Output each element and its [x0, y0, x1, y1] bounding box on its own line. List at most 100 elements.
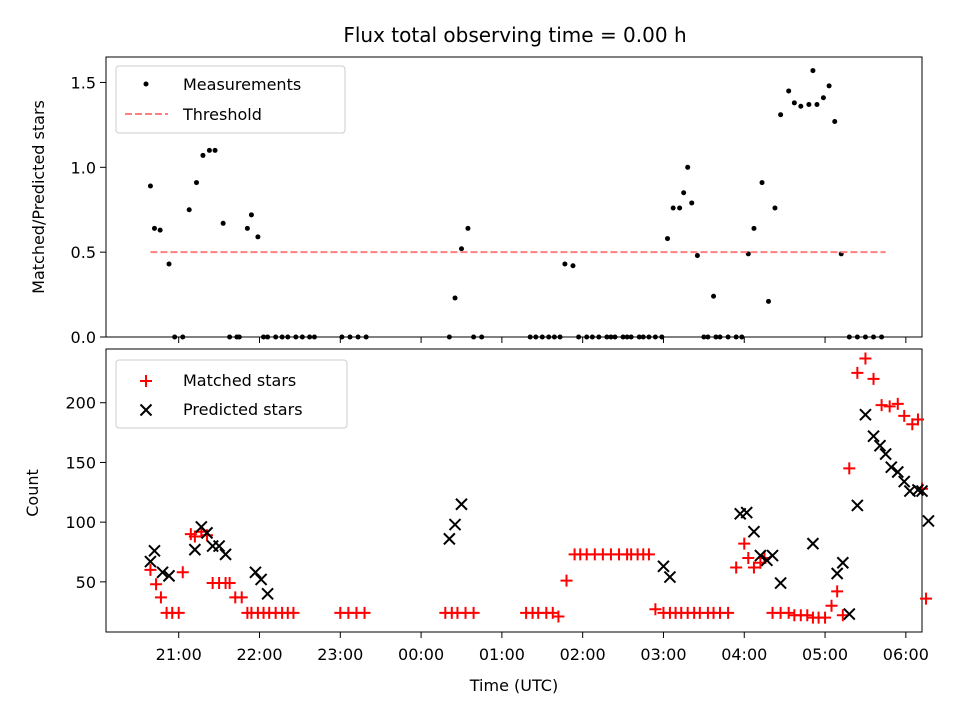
measurement-point: [533, 334, 539, 340]
chart-title: Flux total observing time = 0.00 h: [343, 23, 686, 47]
measurement-point: [596, 334, 602, 340]
predicted-star-point: [898, 475, 911, 488]
top-y-tick-label: 0.0: [71, 328, 96, 347]
predicted-star-point: [747, 525, 761, 538]
predicted-star-point: [200, 526, 214, 540]
matched-star-point: [875, 399, 888, 412]
predicted-star-point: [448, 518, 462, 531]
predicted-star-point: [867, 429, 880, 443]
predicted-star-point: [766, 549, 779, 562]
measurement-point: [759, 180, 765, 186]
predicted-star-point: [891, 465, 904, 479]
top-marks: [147, 68, 886, 340]
measurement-point: [846, 334, 852, 340]
x-tick-label: 05:00: [802, 645, 848, 664]
measurement-point: [166, 261, 172, 267]
measurement-point: [255, 234, 261, 240]
matched-star-point: [172, 606, 185, 619]
top-legend: Measurements Threshold: [115, 65, 346, 134]
predicted-star-point: [254, 573, 268, 586]
predicted-star-point: [836, 556, 850, 569]
measurement-point: [355, 334, 361, 340]
predicted-star-point: [162, 569, 176, 583]
measurement-point: [871, 334, 877, 340]
matched-star-point: [819, 611, 832, 624]
predicted-star-point: [144, 555, 157, 568]
measurement-point: [701, 334, 707, 340]
measurement-point: [624, 334, 630, 340]
measurement-point: [157, 227, 163, 233]
matched-star-point: [859, 352, 872, 365]
x-tick-label: 21:00: [156, 645, 202, 664]
measurement-point: [299, 334, 305, 340]
x-tick-label: 04:00: [721, 645, 767, 664]
legend-predicted-label: Predicted stars: [183, 400, 303, 419]
bottom-y-tick-label: 100: [65, 513, 96, 532]
top-plot-frame: [105, 56, 923, 338]
measurement-point: [248, 212, 254, 218]
measurement-point: [465, 225, 471, 231]
measurement-point: [279, 334, 285, 340]
top-y-tick-label: 1.5: [71, 73, 96, 92]
legend-matched-marker: [140, 375, 152, 387]
bottom-y-tick-label: 150: [65, 453, 96, 472]
matched-star-point: [742, 551, 755, 564]
measurement-point: [733, 334, 739, 340]
bottom-y-axis-label: Count: [23, 469, 42, 517]
measurement-point: [711, 293, 717, 299]
measurement-point: [200, 152, 206, 158]
predicted-star-point: [911, 483, 925, 497]
matched-star-point: [287, 606, 300, 619]
measurement-point: [220, 220, 226, 226]
measurement-point: [628, 334, 634, 340]
top-y-ticks: 0.0 0.5 1.0 1.5: [71, 73, 106, 347]
bottom-panel: 50 100 150 200 21:00 22:00 23:00 00:00 01:00 02:…: [23, 348, 935, 695]
measurement-point: [826, 83, 832, 89]
predicted-star-point: [851, 499, 864, 512]
x-tick-label: 01:00: [479, 645, 525, 664]
measurement-point: [446, 334, 452, 340]
measurement-point: [713, 334, 719, 340]
measurement-point: [147, 183, 153, 189]
measurement-point: [765, 298, 771, 304]
measurement-point: [172, 334, 178, 340]
matched-star-point: [867, 372, 880, 385]
measurement-point: [236, 334, 242, 340]
measurement-point: [646, 334, 652, 340]
top-y-axis-label: Matched/Predicted stars: [29, 100, 48, 294]
measurement-point: [681, 190, 687, 196]
measurement-point: [227, 334, 233, 340]
measurement-point: [527, 334, 533, 340]
measurement-point: [739, 334, 745, 340]
predicted-star-point: [188, 543, 202, 556]
matched-star-point: [176, 566, 189, 579]
predicted-star-point: [915, 484, 929, 498]
measurement-point: [265, 334, 271, 340]
predicted-star-point: [843, 607, 856, 621]
matched-star-point: [782, 606, 795, 619]
measurement-point: [206, 147, 212, 153]
predicted-star-point: [774, 576, 787, 590]
legend-predicted-marker: [139, 403, 153, 417]
bottom-legend: Matched stars Predicted stars: [115, 359, 348, 429]
measurement-point: [307, 334, 313, 340]
x-tick-label: 00:00: [398, 645, 444, 664]
measurement-point: [751, 225, 757, 231]
matched-star-point: [223, 577, 236, 590]
predicted-star-point: [443, 532, 456, 546]
predicted-star-point: [859, 408, 872, 421]
measurement-point: [193, 180, 199, 186]
measurement-point: [810, 68, 816, 74]
measurement-point: [261, 334, 267, 340]
measurement-point: [479, 334, 485, 340]
measurement-point: [347, 334, 353, 340]
measurement-point: [862, 334, 868, 340]
predicted-star-point: [740, 506, 753, 519]
predicted-star-point: [879, 447, 892, 461]
measurement-point: [546, 334, 552, 340]
measurement-point: [452, 295, 458, 301]
measurement-point: [180, 334, 186, 340]
measurement-point: [570, 263, 576, 269]
measurement-point: [772, 205, 778, 211]
